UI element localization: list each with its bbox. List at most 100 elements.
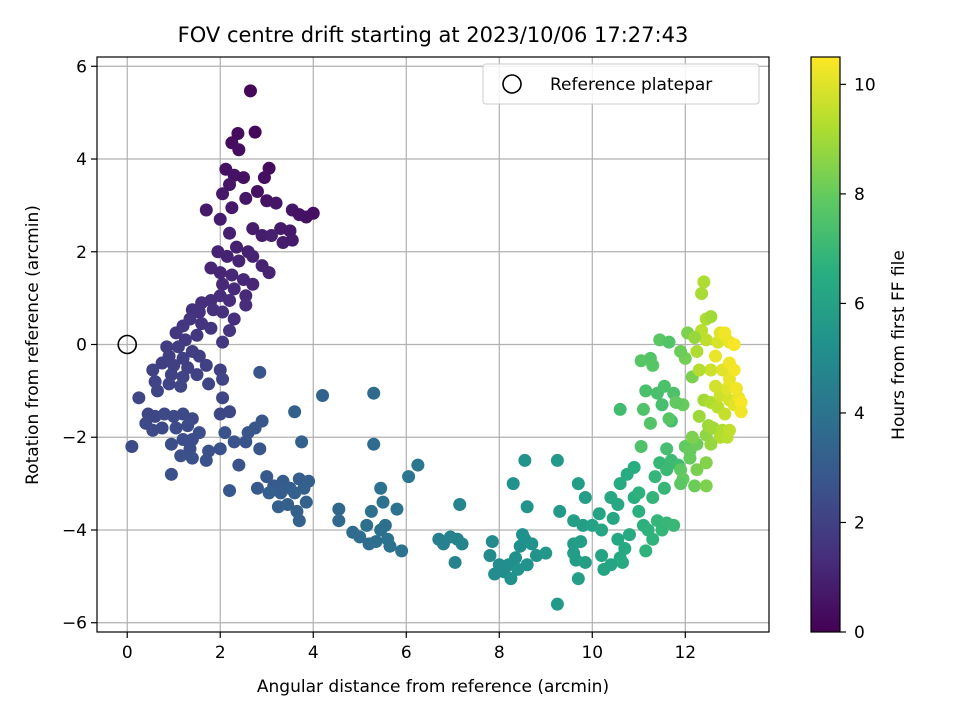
data-point: [264, 229, 278, 243]
data-point: [316, 389, 330, 403]
data-point: [718, 407, 732, 421]
data-point: [709, 379, 723, 393]
data-point: [164, 437, 178, 451]
data-point: [667, 518, 681, 532]
data-point: [685, 430, 699, 444]
data-point: [250, 184, 264, 198]
data-point: [246, 222, 260, 236]
colorbar-tick-label: 0: [854, 623, 865, 643]
data-point: [262, 486, 276, 500]
data-point: [674, 477, 688, 491]
colorbar-gradient: [811, 57, 840, 632]
data-point: [613, 402, 627, 416]
data-point: [690, 463, 704, 477]
data-point: [132, 391, 146, 405]
data-point: [204, 321, 218, 335]
data-point: [353, 530, 367, 544]
data-point: [539, 546, 553, 560]
data-point: [520, 500, 534, 514]
y-tick-label: 2: [76, 243, 87, 263]
data-point: [643, 416, 657, 430]
data-point: [695, 286, 709, 300]
data-point: [611, 532, 625, 546]
data-point: [125, 440, 139, 454]
data-point: [223, 293, 237, 307]
data-point: [213, 266, 227, 280]
data-point: [231, 127, 245, 141]
data-point: [646, 491, 660, 505]
colorbar-tick-label: 6: [854, 294, 865, 314]
data-point: [202, 377, 216, 391]
data-point: [232, 143, 246, 157]
data-point: [402, 470, 416, 484]
data-point: [257, 171, 271, 185]
data-point: [506, 477, 520, 491]
data-point: [216, 305, 230, 319]
data-point: [504, 572, 518, 586]
data-point: [248, 125, 262, 139]
data-point: [223, 324, 237, 338]
data-point: [169, 421, 183, 435]
data-point: [669, 395, 683, 409]
data-point: [227, 312, 241, 326]
data-point: [225, 201, 239, 215]
data-point: [239, 191, 253, 205]
data-point: [225, 268, 239, 282]
data-point: [216, 335, 230, 349]
data-point: [274, 486, 288, 500]
data-point: [227, 282, 241, 296]
data-point: [616, 555, 630, 569]
data-point: [176, 433, 190, 447]
data-point: [704, 310, 718, 324]
data-point: [550, 597, 564, 611]
data-point: [364, 504, 378, 518]
x-axis-label: Angular distance from reference (arcmin): [257, 677, 609, 697]
data-point: [220, 249, 234, 263]
data-point: [199, 203, 213, 217]
data-point: [592, 507, 606, 521]
data-point: [639, 544, 653, 558]
data-point: [604, 558, 618, 572]
data-point: [613, 477, 627, 491]
y-axis-label: Rotation from reference (arcmin): [23, 205, 43, 485]
data-point: [662, 335, 676, 349]
data-point: [260, 470, 274, 484]
data-point: [395, 544, 409, 558]
data-point: [646, 358, 660, 372]
data-point: [648, 470, 662, 484]
data-point: [376, 495, 390, 509]
data-point: [246, 249, 260, 263]
data-point: [218, 426, 232, 440]
y-axis-ticks: −6 −4 −2 0 2 4 6: [62, 57, 97, 634]
data-point: [634, 440, 648, 454]
data-point: [223, 226, 237, 240]
data-point: [518, 453, 532, 467]
data-point: [632, 486, 646, 500]
data-point: [622, 528, 636, 542]
colorbar-tick-label: 4: [854, 404, 865, 424]
data-point: [571, 477, 585, 491]
data-point: [367, 437, 381, 451]
data-point: [295, 435, 309, 449]
data-point: [455, 537, 469, 551]
data-point: [627, 460, 641, 474]
colorbar-tick-label: 8: [854, 185, 865, 205]
data-point: [606, 511, 620, 525]
x-tick-label: 0: [122, 643, 133, 663]
data-point: [483, 548, 497, 562]
data-point: [332, 502, 346, 516]
data-point: [525, 537, 539, 551]
data-point: [734, 405, 748, 419]
data-point: [271, 500, 285, 514]
data-point: [162, 377, 176, 391]
data-point: [688, 479, 702, 493]
data-point: [199, 453, 213, 467]
y-tick-label: −6: [62, 614, 87, 634]
data-point: [185, 451, 199, 465]
data-point: [146, 363, 160, 377]
data-point: [692, 363, 706, 377]
data-point: [253, 442, 267, 456]
data-point: [683, 451, 697, 465]
data-point: [285, 233, 299, 247]
